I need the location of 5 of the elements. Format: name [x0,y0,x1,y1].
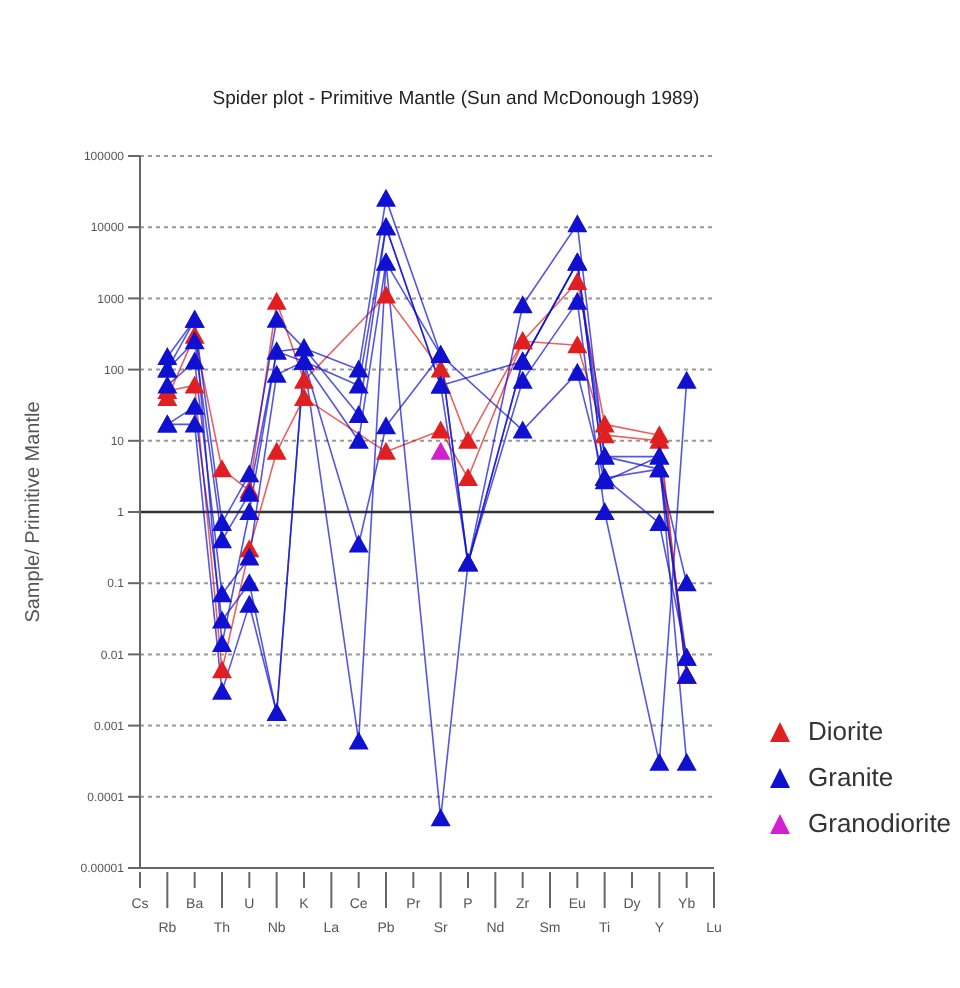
y-axis-title: Sample/ Primitive Mantle [23,400,46,623]
legend-label: Granite [808,762,894,792]
chart-title: Spider plot - Primitive Mantle (Sun and McDonough 1989) [210,88,702,110]
legend-label: Granodiorite [808,808,952,838]
legend-label: Diorite [808,716,884,746]
